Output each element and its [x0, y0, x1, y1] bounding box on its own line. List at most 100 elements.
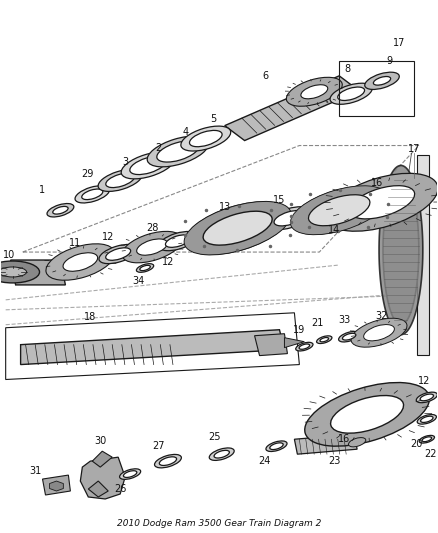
Ellipse shape [420, 416, 433, 423]
Ellipse shape [349, 438, 366, 447]
Polygon shape [42, 475, 71, 495]
Text: 14: 14 [328, 225, 340, 235]
Ellipse shape [350, 185, 415, 219]
Ellipse shape [343, 333, 356, 340]
Text: 26: 26 [114, 484, 126, 494]
Text: 17: 17 [393, 38, 405, 48]
Polygon shape [80, 457, 125, 499]
Polygon shape [225, 76, 359, 141]
Ellipse shape [181, 126, 231, 151]
Ellipse shape [420, 394, 434, 401]
Ellipse shape [266, 207, 312, 230]
Text: 25: 25 [208, 432, 221, 442]
Ellipse shape [290, 186, 388, 235]
Ellipse shape [317, 336, 332, 343]
Ellipse shape [416, 392, 438, 403]
Polygon shape [254, 334, 287, 356]
Ellipse shape [166, 235, 191, 247]
Text: 28: 28 [146, 223, 158, 233]
Ellipse shape [209, 448, 234, 461]
Ellipse shape [106, 248, 131, 260]
Ellipse shape [75, 185, 110, 203]
Polygon shape [92, 451, 112, 467]
Text: 31: 31 [29, 466, 42, 476]
Text: 5: 5 [211, 114, 217, 124]
Ellipse shape [155, 455, 181, 468]
Text: 27: 27 [152, 441, 164, 451]
Text: 16: 16 [371, 179, 383, 188]
Ellipse shape [331, 395, 403, 433]
Ellipse shape [46, 244, 115, 280]
Ellipse shape [320, 337, 328, 342]
Text: 2: 2 [155, 142, 161, 152]
Text: 23: 23 [328, 456, 340, 466]
Ellipse shape [136, 264, 154, 272]
Polygon shape [21, 330, 284, 365]
Ellipse shape [184, 201, 291, 255]
Text: 1: 1 [39, 185, 46, 195]
Text: 15: 15 [273, 195, 286, 205]
Ellipse shape [159, 457, 177, 465]
Ellipse shape [0, 267, 27, 277]
Text: 12: 12 [102, 232, 114, 242]
Ellipse shape [63, 253, 98, 271]
Text: 8: 8 [344, 64, 350, 74]
Ellipse shape [296, 342, 313, 351]
Ellipse shape [122, 231, 182, 263]
Ellipse shape [339, 332, 360, 342]
Ellipse shape [124, 471, 137, 478]
Text: 4: 4 [183, 127, 189, 136]
Ellipse shape [301, 85, 328, 99]
Ellipse shape [286, 77, 342, 106]
Ellipse shape [190, 131, 222, 147]
Text: 32: 32 [375, 311, 387, 321]
Text: 30: 30 [94, 436, 106, 446]
Polygon shape [11, 260, 65, 285]
Ellipse shape [373, 77, 391, 85]
Text: 13: 13 [219, 202, 231, 212]
Text: 20: 20 [411, 439, 423, 449]
Ellipse shape [106, 173, 134, 188]
Ellipse shape [53, 206, 68, 214]
Ellipse shape [99, 245, 138, 264]
Ellipse shape [98, 169, 142, 191]
Text: 22: 22 [424, 449, 437, 459]
Polygon shape [294, 434, 357, 454]
Polygon shape [49, 481, 64, 491]
Ellipse shape [159, 231, 197, 251]
Ellipse shape [140, 265, 150, 271]
Ellipse shape [419, 435, 434, 443]
Ellipse shape [214, 450, 230, 458]
Ellipse shape [266, 441, 287, 451]
Ellipse shape [364, 325, 394, 341]
Ellipse shape [270, 443, 283, 449]
Text: 10: 10 [3, 250, 15, 260]
Text: 17: 17 [408, 143, 420, 154]
Text: 12: 12 [162, 257, 174, 267]
Ellipse shape [82, 189, 103, 199]
Polygon shape [88, 481, 108, 497]
Ellipse shape [308, 195, 370, 226]
Text: 34: 34 [132, 276, 144, 286]
Ellipse shape [338, 87, 364, 101]
Text: 19: 19 [293, 325, 305, 335]
Ellipse shape [274, 211, 305, 226]
Text: 21: 21 [311, 318, 324, 328]
Polygon shape [284, 338, 304, 348]
Ellipse shape [417, 415, 436, 424]
Ellipse shape [326, 173, 438, 231]
Text: 29: 29 [81, 169, 93, 180]
Ellipse shape [0, 261, 39, 283]
Text: 18: 18 [84, 312, 96, 322]
Ellipse shape [121, 152, 175, 179]
Ellipse shape [351, 318, 407, 347]
Ellipse shape [130, 156, 166, 174]
Ellipse shape [291, 186, 387, 234]
Ellipse shape [120, 469, 141, 479]
Text: 6: 6 [262, 71, 268, 81]
Text: 3: 3 [122, 157, 128, 167]
Text: 2010 Dodge Ram 3500 Gear Train Diagram 2: 2010 Dodge Ram 3500 Gear Train Diagram 2 [117, 519, 321, 528]
Ellipse shape [330, 83, 372, 104]
Text: 11: 11 [69, 238, 81, 248]
Ellipse shape [422, 437, 431, 442]
